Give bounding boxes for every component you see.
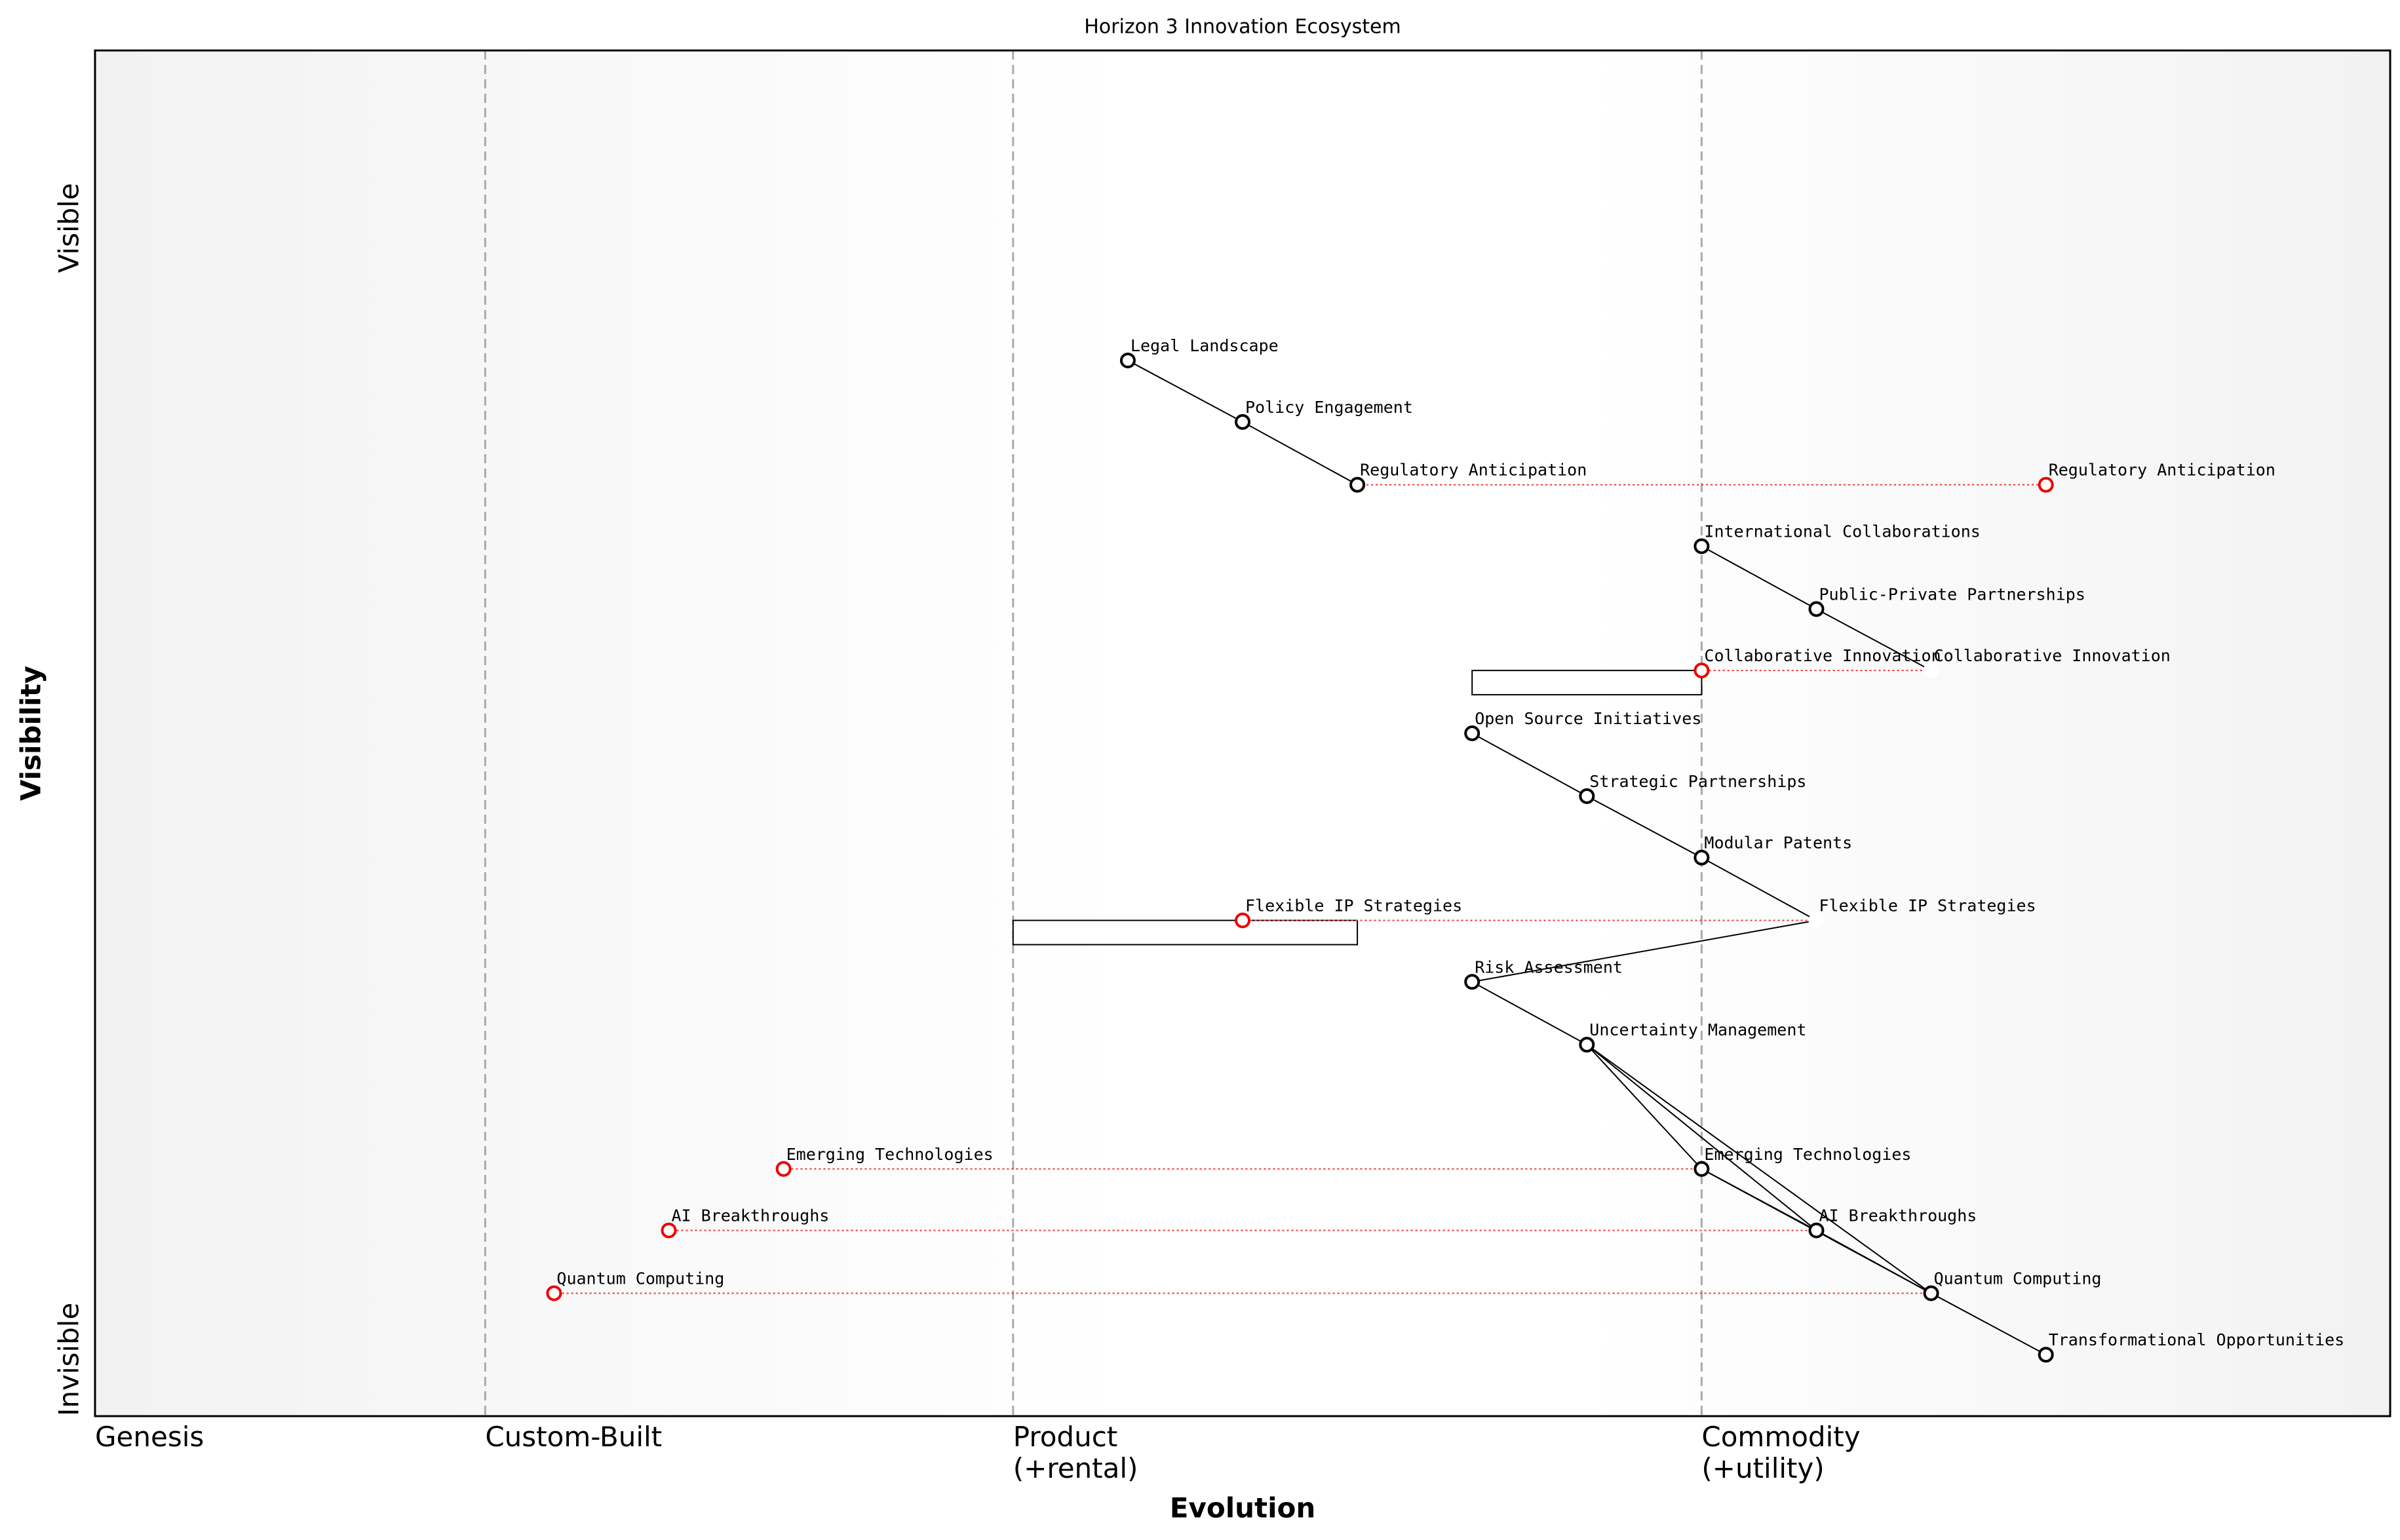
evolved-label: Regulatory Anticipation [2049,461,2275,480]
evolved-marker [775,1161,792,1177]
link [1701,545,1817,610]
evolved-marker [2038,476,2054,493]
link [1586,1044,1817,1231]
link [1586,795,1702,858]
component-marker [1119,353,1136,369]
link [1242,421,1358,486]
component-label: Regulatory Anticipation [1360,461,1587,480]
component-marker [1923,1285,1939,1301]
component-label: Transformational Opportunities [2049,1330,2345,1349]
component-marker [1579,788,1595,804]
component-marker [1923,663,1939,679]
component-label: International Collaborations [1704,522,1980,541]
component-marker [1694,1161,1710,1177]
component-label: Modular Patents [1704,834,1852,853]
evolved-label: AI Breakthroughs [672,1206,830,1225]
link [1471,981,1587,1046]
component-marker [1694,538,1710,554]
link [1816,608,1932,672]
link [1586,1044,1932,1294]
plot-frame [94,49,2391,1417]
component-label: AI Breakthroughs [1819,1206,1977,1225]
component-label: Open Source Initiatives [1475,709,1701,728]
pipeline [1012,919,1359,946]
component-marker [2038,1347,2054,1363]
evolved-marker [661,1222,677,1239]
y-axis-title: Visibility [15,666,47,801]
y-end-label: Invisible [53,1303,85,1416]
component-label: Quantum Computing [1934,1269,2102,1288]
link [1472,919,1817,983]
stage-label: Product (+rental) [1013,1421,1138,1484]
component-label: Public-Private Partnerships [1819,585,2085,604]
link [1127,360,1243,423]
evolved-label: Flexible IP Strategies [1245,896,1462,915]
component-marker [1579,1037,1595,1053]
component-marker [1808,601,1825,617]
component-marker [1808,1222,1825,1239]
stage-label: Genesis [95,1421,204,1453]
component-label: Collaborative Innovation [1934,646,2171,665]
link [1471,733,1587,797]
component-marker [1694,849,1710,866]
component-label: Risk Assessment [1475,957,1623,976]
evolved-marker [546,1285,562,1301]
component-label: Strategic Partnerships [1589,772,1806,791]
component-marker [1808,912,1825,929]
stage-label: Commodity (+utility) [1701,1421,1861,1484]
evolved-label: Collaborative Innovation [1704,646,1941,665]
evolved-marker [1235,912,1250,929]
component-marker [1464,725,1481,741]
link [1586,1044,1703,1170]
component-label: Uncertainty Management [1589,1020,1806,1039]
y-end-label: Visible [53,183,85,273]
evolved-marker [1694,663,1710,679]
component-marker [1349,476,1366,493]
link [1701,857,1817,921]
component-label: Legal Landscape [1131,336,1279,355]
component-label: Flexible IP Strategies [1819,896,2036,915]
chart-title: Horizon 3 Innovation Ecosystem [1084,16,1401,39]
component-label: Emerging Technologies [1704,1145,1911,1164]
component-marker [1464,974,1481,990]
stage-label: Custom-Built [485,1421,663,1453]
component-label: Policy Engagement [1245,398,1413,417]
link [1931,1292,2047,1356]
x-axis-title: Evolution [1170,1492,1315,1524]
pipeline [1471,670,1703,696]
component-marker [1235,414,1250,430]
evolved-label: Emerging Technologies [786,1145,994,1164]
plot-background [95,50,2390,1416]
evolved-label: Quantum Computing [556,1269,724,1288]
